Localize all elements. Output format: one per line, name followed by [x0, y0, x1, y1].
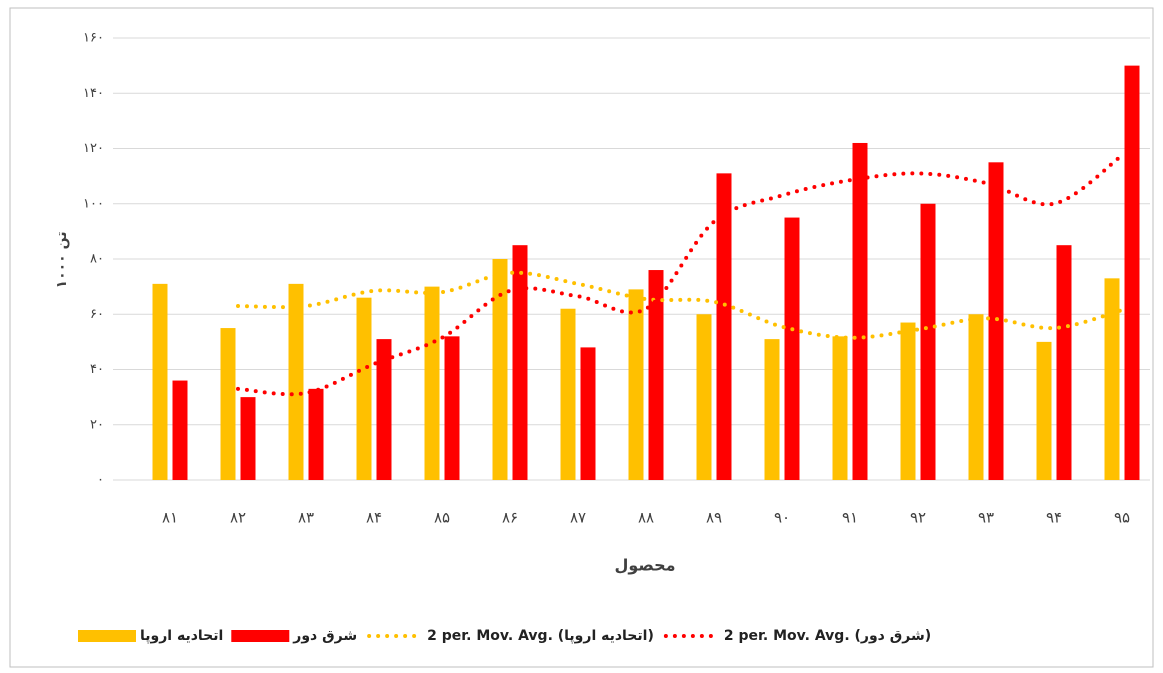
bar [648, 270, 664, 480]
bar [988, 162, 1004, 480]
bar [288, 283, 304, 480]
bar [628, 289, 644, 480]
bar [308, 388, 324, 480]
y-tick-label: ۱۲۰ [83, 141, 104, 156]
y-tick-label: ۶۰ [90, 307, 104, 322]
bar [580, 347, 596, 480]
x-tick-label: ۹۲ [910, 509, 926, 527]
chart-frame [9, 7, 1154, 668]
x-tick-label: ۸۹ [706, 509, 722, 527]
legend-swatch [231, 630, 290, 642]
bar [220, 328, 236, 480]
bar [852, 142, 868, 480]
y-tick-label: ۰ [97, 473, 104, 488]
x-tick-label: ۹۱ [842, 509, 858, 527]
x-tick-label: ۸۵ [434, 509, 450, 527]
bar [1104, 278, 1120, 480]
x-tick-label: ۸۷ [570, 509, 586, 527]
bar [968, 314, 984, 480]
bar [920, 203, 936, 480]
legend-label: 2 per. Mov. Avg. (شرق دور) [724, 628, 931, 644]
y-axis-label: ۱۰۰۰ تن [54, 232, 70, 289]
moving-average-line [236, 270, 1124, 340]
bar [716, 173, 732, 481]
x-tick-label: ۸۴ [366, 509, 382, 527]
legend-label: اتحادیه اروپا [140, 628, 223, 644]
bar [1036, 341, 1052, 480]
x-axis-label: محصول [614, 556, 675, 575]
y-tick-label: ۲۰ [90, 417, 104, 432]
y-tick-label: ۱۴۰ [83, 86, 104, 101]
bar [832, 336, 848, 480]
legend-label: 2 per. Mov. Avg. (اتحادیه اروپا) [427, 628, 654, 644]
bar [240, 397, 256, 480]
x-tick-label: ۹۰ [774, 509, 790, 527]
moving-average-line [236, 153, 1124, 397]
x-tick-label: ۸۱ [162, 509, 178, 527]
x-tick-label: ۸۶ [502, 509, 518, 527]
bar [492, 259, 508, 480]
bar [696, 314, 712, 480]
bar [900, 322, 916, 480]
y-tick-label: ۱۶۰ [83, 31, 104, 46]
bar [376, 339, 392, 480]
legend-swatch [78, 630, 136, 642]
bar [1056, 245, 1072, 480]
x-tick-label: ۸۳ [298, 509, 314, 527]
x-tick-label: ۹۵ [1114, 509, 1130, 527]
bar [784, 217, 800, 480]
bar [560, 308, 576, 480]
x-tick-label: ۹۳ [978, 509, 994, 527]
y-tick-label: ۱۰۰ [83, 196, 104, 211]
bar [1124, 65, 1140, 480]
x-tick-label: ۸۸ [638, 509, 654, 527]
x-tick-label: ۸۲ [230, 509, 246, 527]
y-tick-label: ۸۰ [90, 252, 104, 267]
bar [356, 297, 372, 480]
legend-label: شرق دور [292, 628, 357, 644]
bar [424, 286, 440, 480]
bar [152, 283, 168, 480]
bar [764, 339, 780, 480]
x-tick-label: ۹۴ [1046, 509, 1062, 527]
bar [444, 336, 460, 480]
bar [512, 245, 528, 480]
bar [172, 380, 188, 480]
y-tick-label: ۴۰ [90, 362, 104, 377]
